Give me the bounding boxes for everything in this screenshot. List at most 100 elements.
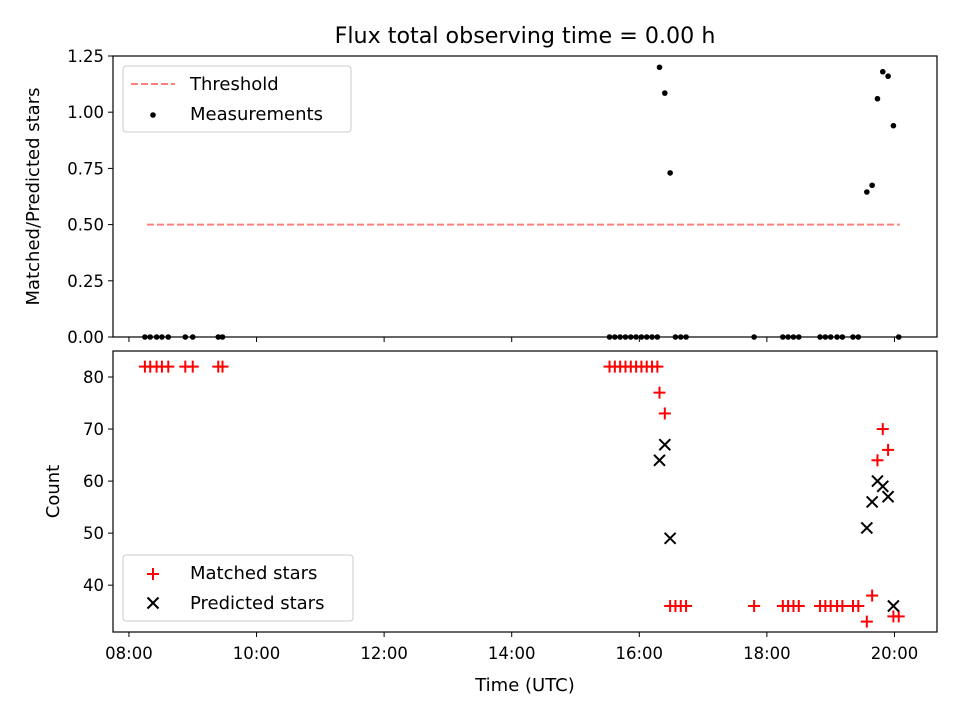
x-tick-label: 16:00 xyxy=(616,644,664,663)
y-tick-label: 70 xyxy=(83,420,104,439)
top-ylabel: Matched/Predicted stars xyxy=(23,88,44,306)
measurement-point xyxy=(839,334,846,340)
matched-star-point xyxy=(866,589,879,602)
y-tick-label: 1.25 xyxy=(67,47,104,66)
measurement-point xyxy=(165,334,172,340)
top-axes: 0.00 0.25 0.50 0.75 1.00 1.25 Matched/Predict… xyxy=(23,47,938,347)
legend-predicted-swatch xyxy=(146,596,160,610)
y-tick-label: 80 xyxy=(83,368,104,387)
matched-star-point xyxy=(653,386,666,399)
predicted-star-point xyxy=(663,532,677,545)
predicted-star-point xyxy=(653,454,666,467)
matched-star-point xyxy=(162,360,175,373)
x-axis-label: Time (UTC) xyxy=(474,675,575,696)
measurement-point xyxy=(874,95,881,102)
measurement-point xyxy=(790,334,797,340)
measurement-point xyxy=(879,68,886,75)
bottom-legend: Matched stars Predicted stars xyxy=(122,554,354,622)
matched-star-point xyxy=(748,599,761,612)
measurement-point xyxy=(683,334,689,340)
x-tick-label: 08:00 xyxy=(105,644,153,663)
measurement-point xyxy=(855,334,862,340)
measurement-point xyxy=(189,334,196,340)
predicted-star-point xyxy=(881,490,895,503)
measurement-point xyxy=(662,90,668,96)
x-tick-label: 12:00 xyxy=(360,644,408,663)
chart-title: Flux total observing time = 0.00 h xyxy=(335,23,716,49)
measurement-point xyxy=(219,334,226,340)
matched-star-point xyxy=(792,599,805,612)
predicted-star-point xyxy=(887,599,900,613)
measurement-point xyxy=(817,334,823,340)
x-tick-label: 14:00 xyxy=(488,644,536,663)
top-axes-plot xyxy=(142,64,902,340)
measurement-point xyxy=(785,334,791,340)
x-tick-label: 20:00 xyxy=(871,644,919,663)
measurement-point xyxy=(654,334,661,340)
measurement-point xyxy=(142,334,148,340)
measurement-point xyxy=(864,189,870,195)
measurement-point xyxy=(751,334,757,340)
y-tick-label: 0.75 xyxy=(67,159,104,178)
measurement-point xyxy=(622,334,629,340)
matched-star-point xyxy=(680,599,693,612)
y-tick-label: 1.00 xyxy=(67,103,104,122)
measurement-point xyxy=(869,182,875,189)
measurement-point xyxy=(649,334,655,340)
predicted-star-point xyxy=(860,521,874,535)
matched-star-point xyxy=(892,610,905,623)
measurement-point xyxy=(606,334,613,340)
legend-predicted-label: Predicted stars xyxy=(190,593,324,614)
top-axes-ticks: 0.00 0.25 0.50 0.75 1.00 1.25 xyxy=(67,47,895,347)
y-tick-label: 60 xyxy=(83,472,104,491)
y-tick-label: 50 xyxy=(83,524,104,543)
matched-star-point xyxy=(216,360,229,373)
matched-star-point xyxy=(876,423,889,436)
top-legend: Threshold Measurements xyxy=(122,65,352,133)
matched-star-point xyxy=(860,615,873,628)
measurement-point xyxy=(638,334,645,340)
measurement-point xyxy=(667,170,673,176)
measurement-point xyxy=(850,334,856,340)
bottom-axes-frame xyxy=(112,350,938,633)
measurement-point xyxy=(612,334,618,340)
measurement-point xyxy=(182,334,189,340)
bottom-axes-ticks: 08:00 10:00 12:00 14:00 16:00 18:00 20:00 40 50 6… xyxy=(83,368,918,663)
y-tick-label: 0.00 xyxy=(67,328,104,347)
matched-star-point xyxy=(836,599,849,612)
measurement-point xyxy=(795,334,802,340)
measurement-point xyxy=(656,64,663,71)
measurement-point xyxy=(677,334,684,340)
predicted-star-point xyxy=(658,438,672,451)
measurement-point xyxy=(633,334,639,340)
x-tick-label: 18:00 xyxy=(743,644,791,663)
predicted-star-point xyxy=(876,480,889,493)
measurement-point xyxy=(627,334,634,340)
predicted-star-point xyxy=(865,495,879,509)
measurement-point xyxy=(834,334,840,340)
bottom-axes: 08:00 10:00 12:00 14:00 16:00 18:00 20:00 40 50 6… xyxy=(43,350,938,696)
y-tick-label: 0.50 xyxy=(67,216,104,235)
top-axes-frame xyxy=(112,55,938,338)
matched-star-point xyxy=(882,443,895,456)
measurement-point xyxy=(153,334,160,340)
measurement-point xyxy=(895,334,902,340)
measurement-point xyxy=(617,334,623,340)
matched-star-point xyxy=(871,454,884,467)
matched-star-point xyxy=(852,599,865,612)
legend-matched-label: Matched stars xyxy=(190,563,317,584)
measurement-point xyxy=(780,334,786,340)
legend-measurements-swatch xyxy=(150,112,156,118)
top-legend-box xyxy=(122,65,352,133)
bottom-axes-plot xyxy=(138,360,905,628)
measurement-point xyxy=(159,334,165,340)
bottom-ylabel: Count xyxy=(43,465,64,518)
y-tick-label: 0.25 xyxy=(67,272,104,291)
matched-star-point xyxy=(651,360,664,373)
measurement-point xyxy=(672,334,679,340)
bottom-legend-box xyxy=(122,554,354,622)
measurement-point xyxy=(822,334,829,340)
matched-star-point xyxy=(186,360,199,373)
measurement-point xyxy=(215,334,222,340)
